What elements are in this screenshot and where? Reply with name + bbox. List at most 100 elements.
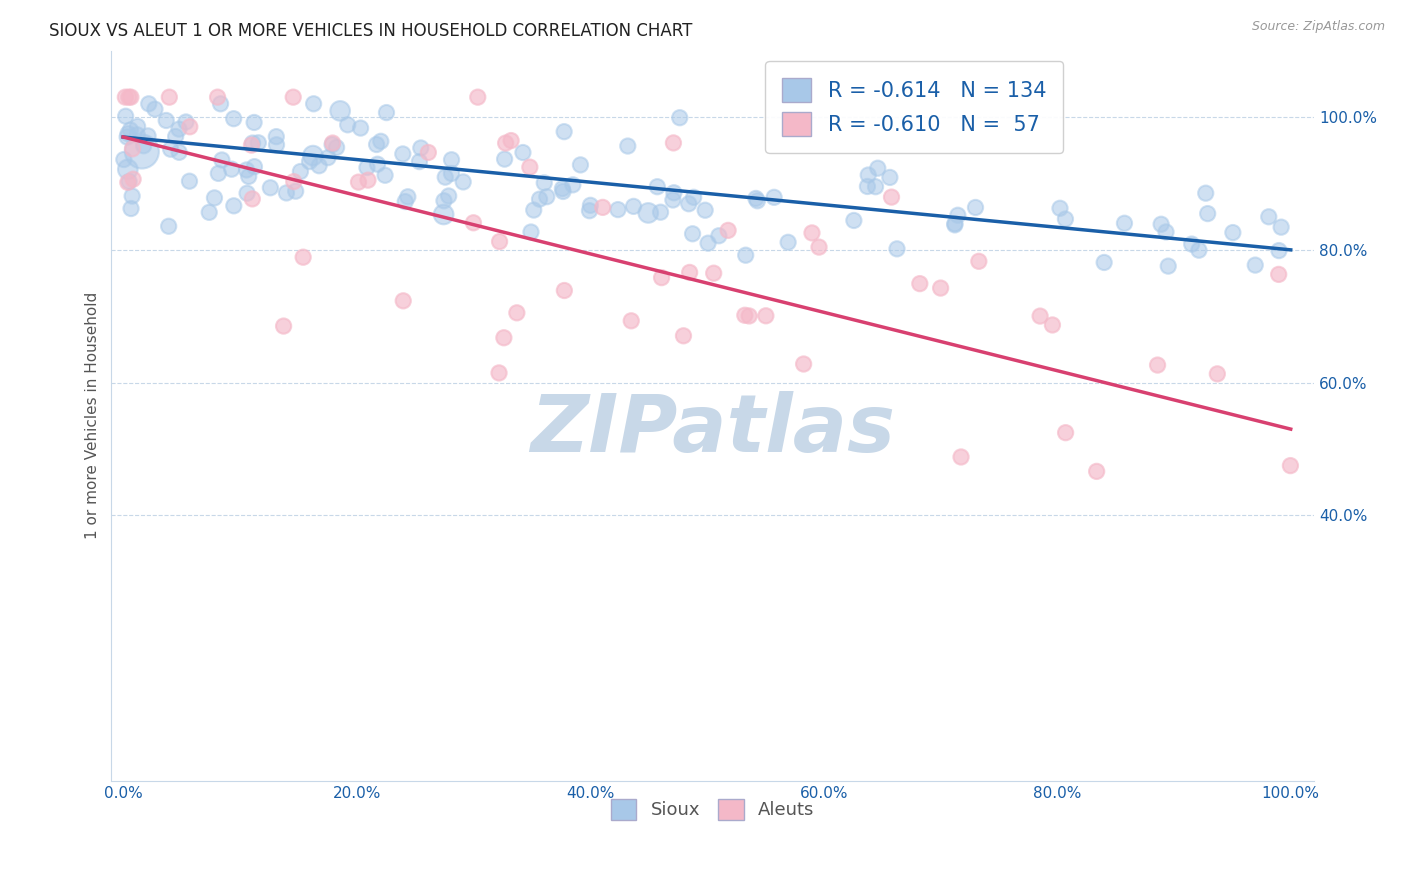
Point (592, 200, 614, 214)
Point (533, 176, 555, 190)
Point (347, 175, 370, 189)
Point (115, 130, 138, 145)
Point (366, 157, 388, 171)
Point (967, 254, 990, 268)
Point (1092, 255, 1115, 269)
Point (409, 141, 432, 155)
Point (238, 169, 260, 184)
Point (408, 154, 430, 169)
Point (418, 145, 440, 160)
Point (308, 159, 330, 173)
Point (778, 235, 800, 250)
Point (440, 153, 463, 167)
Point (179, 174, 201, 188)
Point (793, 357, 815, 371)
Point (879, 170, 901, 185)
Point (155, 113, 177, 128)
Point (495, 136, 517, 150)
Point (336, 118, 359, 132)
Point (617, 139, 640, 153)
Point (1054, 425, 1077, 440)
Point (623, 199, 645, 213)
Point (266, 129, 288, 144)
Point (117, 175, 139, 189)
Point (222, 112, 245, 126)
Point (707, 228, 730, 243)
Point (551, 181, 574, 195)
Point (578, 203, 600, 218)
Point (392, 293, 415, 308)
Point (865, 179, 887, 194)
Point (325, 140, 347, 154)
Point (697, 236, 720, 251)
Point (292, 250, 315, 264)
Point (198, 205, 221, 219)
Point (866, 161, 889, 176)
Point (321, 137, 343, 152)
Point (620, 314, 643, 328)
Point (745, 191, 768, 205)
Point (165, 129, 187, 144)
Point (433, 194, 456, 208)
Point (1042, 318, 1064, 332)
Point (273, 319, 295, 334)
Point (394, 194, 416, 209)
Point (1049, 201, 1071, 215)
Point (167, 122, 190, 136)
Point (647, 179, 669, 194)
Point (1222, 226, 1244, 240)
Point (1054, 212, 1077, 227)
Point (375, 105, 398, 120)
Legend: Sioux, Aleuts: Sioux, Aleuts (603, 791, 821, 827)
Point (929, 281, 952, 295)
Point (946, 208, 969, 222)
Point (703, 266, 725, 280)
Point (943, 218, 966, 232)
Point (579, 198, 602, 212)
Point (240, 192, 263, 206)
Point (157, 90, 180, 104)
Point (136, 128, 159, 143)
Point (127, 128, 149, 142)
Point (763, 190, 786, 204)
Point (488, 366, 510, 380)
Point (965, 201, 987, 215)
Point (357, 173, 380, 187)
Point (519, 160, 541, 174)
Point (122, 172, 145, 186)
Point (523, 202, 546, 217)
Point (440, 166, 463, 180)
Point (488, 235, 510, 249)
Point (132, 138, 155, 153)
Point (662, 136, 685, 150)
Point (520, 225, 543, 239)
Point (637, 206, 659, 220)
Point (221, 162, 243, 177)
Point (235, 163, 257, 178)
Text: Source: ZipAtlas.com: Source: ZipAtlas.com (1251, 20, 1385, 33)
Point (950, 450, 973, 464)
Point (1114, 216, 1136, 230)
Point (1085, 464, 1108, 478)
Point (678, 196, 700, 211)
Point (167, 145, 190, 160)
Point (114, 109, 136, 123)
Point (283, 90, 305, 104)
Point (1267, 268, 1289, 282)
Point (112, 153, 135, 167)
Point (738, 309, 761, 323)
Point (243, 160, 266, 174)
Point (501, 134, 523, 148)
Point (1181, 237, 1204, 252)
Point (467, 90, 489, 104)
Point (127, 120, 149, 134)
Point (553, 284, 575, 298)
Point (1279, 458, 1302, 473)
Point (1268, 244, 1291, 258)
Point (242, 136, 264, 150)
Text: SIOUX VS ALEUT 1 OR MORE VEHICLES IN HOUSEHOLD CORRELATION CHART: SIOUX VS ALEUT 1 OR MORE VEHICLES IN HOU… (49, 22, 693, 40)
Point (236, 186, 259, 201)
Point (159, 142, 181, 156)
Point (492, 331, 515, 345)
Point (682, 190, 704, 204)
